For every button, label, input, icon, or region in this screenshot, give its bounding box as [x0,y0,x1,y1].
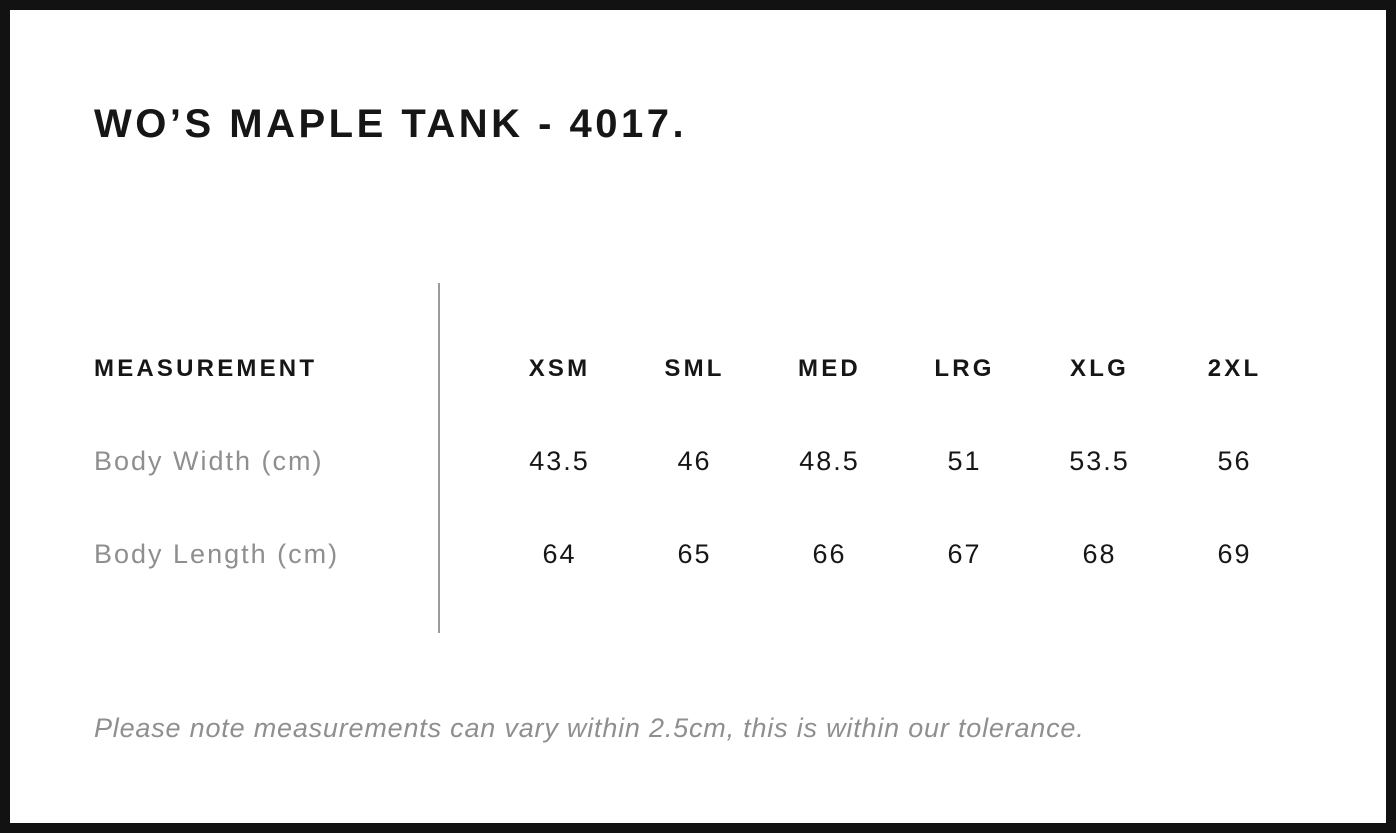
table-row-body-width: Body Width (cm) 43.5 46 48.5 51 53.5 56 [94,415,1324,508]
tolerance-note: Please note measurements can vary within… [94,713,1085,743]
body-length-xsm: 64 [542,539,577,569]
column-header-xsm: XSM [528,354,591,382]
column-header-2xl: 2XL [1207,354,1262,382]
product-title: WO’S MAPLE TANK - 4017. [94,102,688,146]
body-length-lrg: 67 [947,539,982,569]
column-header-med: MED [798,354,861,382]
row-label-body-length: Body Length (cm) [94,539,340,569]
body-length-2xl: 69 [1217,539,1252,569]
body-width-xlg: 53.5 [1069,446,1130,476]
table-vertical-divider [438,283,440,633]
column-header-measurement: MEASUREMENT [94,354,318,382]
body-length-xlg: 68 [1082,539,1117,569]
table-header-row: MEASUREMENT XSM SML MED LRG XLG 2XL [94,322,1324,415]
row-label-body-width: Body Width (cm) [94,446,324,476]
body-width-sml: 46 [677,446,712,476]
body-length-med: 66 [812,539,847,569]
body-length-sml: 65 [677,539,712,569]
body-width-2xl: 56 [1217,446,1252,476]
size-chart-table: MEASUREMENT XSM SML MED LRG XLG 2XL Body… [94,322,1324,601]
body-width-lrg: 51 [947,446,982,476]
column-header-lrg: LRG [934,354,995,382]
column-header-xlg: XLG [1070,354,1129,382]
body-width-med: 48.5 [799,446,860,476]
table-row-body-length: Body Length (cm) 64 65 66 67 68 69 [94,508,1324,601]
column-header-sml: SML [664,354,725,382]
body-width-xsm: 43.5 [529,446,590,476]
